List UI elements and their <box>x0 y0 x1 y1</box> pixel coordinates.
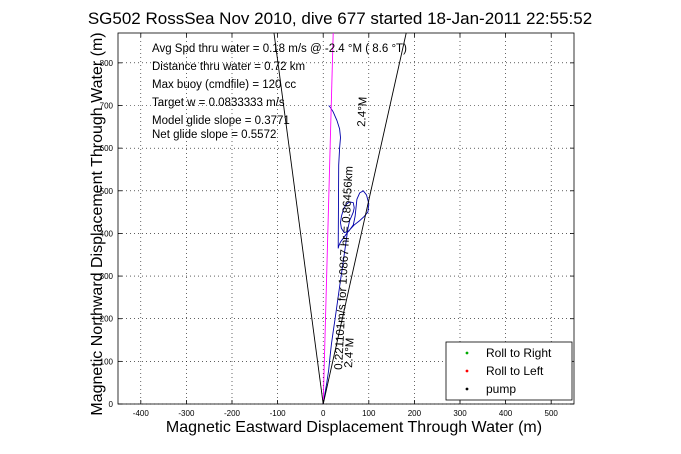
legend-marker-roll-right <box>465 351 469 355</box>
heading-label-lower: 2.4°M <box>343 337 357 368</box>
legend-label-pump: pump <box>486 382 516 396</box>
x-tick-label: -100 <box>270 409 287 418</box>
legend: Roll to Right Roll to Left pump <box>445 341 573 401</box>
legend-label-roll-left: Roll to Left <box>486 364 544 378</box>
x-tick-label: 200 <box>408 409 422 418</box>
y-tick-label: 800 <box>100 59 114 68</box>
chart-title: SG502 RossSea Nov 2010, dive 677 started… <box>88 9 592 28</box>
x-tick-label: 500 <box>545 409 559 418</box>
annotation-target-w: Target w = 0.0833333 m/s <box>152 97 285 109</box>
annotation-max-buoy: Max buoy (cmdfile) = 120 cc <box>152 79 296 91</box>
grid <box>118 33 574 405</box>
y-tick-label: 100 <box>100 357 114 366</box>
series-line-3 <box>322 32 407 405</box>
series-line-2 <box>273 32 324 405</box>
series-line-0 <box>322 105 370 405</box>
legend-label-roll-right: Roll to Right <box>486 346 552 360</box>
x-tick-label: 300 <box>453 409 467 418</box>
x-tick-label: -400 <box>133 409 150 418</box>
x-axis-label: Magnetic Eastward Displacement Through W… <box>166 419 542 436</box>
legend-marker-roll-left <box>465 369 469 373</box>
series-line-1 <box>322 32 334 405</box>
y-tick-label: 0 <box>109 400 114 409</box>
y-tick-label: 200 <box>100 315 114 324</box>
x-tick-label: -200 <box>224 409 241 418</box>
x-tick-label: 400 <box>499 409 513 418</box>
y-tick-label: 400 <box>100 229 114 238</box>
annotation-avg-speed: Avg Spd thru water = 0.18 m/s @ -2.4 °M … <box>152 43 407 55</box>
annotation-distance: Distance thru water = 0.72 km <box>152 61 305 73</box>
x-tick-label: 0 <box>321 409 326 418</box>
annotation-net-glide: Net glide slope = 0.5572 <box>152 129 276 141</box>
series-group <box>273 32 407 405</box>
y-tick-label: 500 <box>100 187 114 196</box>
y-tick-label: 600 <box>100 144 114 153</box>
y-tick-label: 700 <box>100 101 114 110</box>
heading-label-upper: 2.4°M <box>356 96 370 127</box>
annotation-model-glide: Model glide slope = 0.3771 <box>152 115 290 127</box>
x-tick-label: -300 <box>178 409 195 418</box>
legend-marker-pump <box>465 387 469 391</box>
x-tick-label: 100 <box>362 409 376 418</box>
y-tick-label: 300 <box>100 272 114 281</box>
y-axis-label: Magnetic Northward Displacement Through … <box>89 32 106 415</box>
ticks: -400 -300 -200 -100 0 100 200 300 400 500 0 100 200 3… <box>100 33 574 418</box>
